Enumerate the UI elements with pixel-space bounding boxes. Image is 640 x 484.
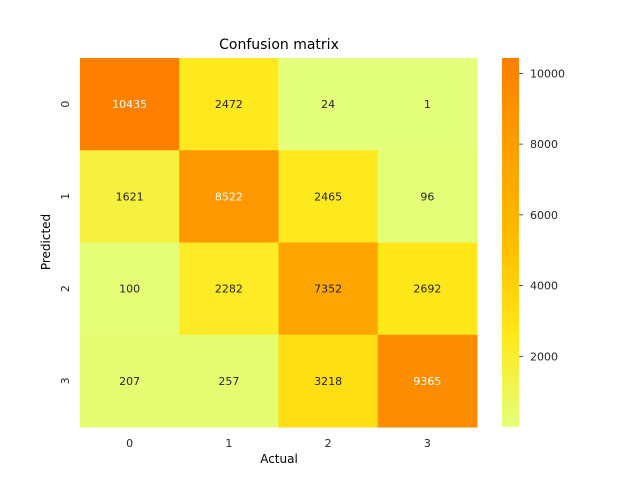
heatmap-cell: [278, 150, 379, 243]
colorbar-tick-label: 4000: [530, 280, 558, 293]
heatmap-cell: [179, 334, 279, 428]
cell-value-label: 10435: [112, 98, 147, 111]
x-tick-label: 2: [325, 437, 332, 450]
colorbar-tick-label: 8000: [530, 138, 558, 151]
heatmap-cell: [80, 58, 180, 151]
cell-value-label: 207: [119, 375, 140, 388]
cell-value-label: 2472: [215, 98, 243, 111]
cell-value-label: 7352: [314, 283, 342, 296]
colorbar-tick-label: 10000: [530, 67, 565, 80]
colorbar: [502, 58, 519, 427]
cell-value-label: 2465: [314, 190, 342, 203]
chart-title: Confusion matrix: [219, 37, 339, 53]
cell-value-label: 96: [420, 190, 434, 203]
heatmap-cell: [80, 242, 180, 336]
cell-value-label: 1621: [116, 190, 144, 203]
x-axis-ticks: 0 1 2 3: [126, 437, 431, 450]
cell-value-label: 8522: [215, 190, 243, 203]
heatmap-cell: [377, 334, 478, 428]
y-axis-ticks: 0 1 2 3: [59, 101, 72, 385]
cell-value-label: 100: [119, 283, 140, 296]
cell-value-label: 257: [218, 375, 239, 388]
x-tick-label: 1: [225, 437, 232, 450]
x-tick-label: 0: [126, 437, 133, 450]
heatmap-cell: [179, 150, 279, 243]
cell-value-label: 2692: [413, 283, 441, 296]
heatmap-cells: 10435 2472 24 1 1621 8522 2465 96 100 2282 7352 269…: [80, 58, 478, 428]
colorbar-tick-label: 6000: [530, 209, 558, 222]
heatmap-cell: [377, 58, 478, 151]
y-tick-label: 1: [59, 193, 72, 200]
colorbar-tick-label: 2000: [530, 350, 558, 363]
x-tick-label: 3: [424, 437, 431, 450]
heatmap-cell: [278, 334, 379, 428]
cell-value-label: 3218: [314, 375, 342, 388]
heatmap-cell: [278, 242, 379, 336]
y-tick-label: 2: [59, 285, 72, 292]
y-tick-label: 3: [59, 377, 72, 384]
colorbar-ticks: 2000 4000 6000 8000 10000: [519, 67, 565, 363]
cell-value-label: 2282: [215, 283, 243, 296]
cell-value-label: 24: [321, 98, 335, 111]
heatmap-cell: [377, 242, 478, 336]
heatmap-cell: [377, 150, 478, 243]
y-tick-label: 0: [59, 101, 72, 108]
heatmap-cell: [179, 242, 279, 336]
heatmap-cell: [179, 58, 279, 151]
cell-value-label: 1: [424, 98, 431, 111]
cell-value-label: 9365: [413, 375, 441, 388]
x-axis-label: Actual: [260, 452, 298, 466]
heatmap-cell: [278, 58, 379, 151]
heatmap-cell: [80, 334, 180, 428]
heatmap-cell: [80, 150, 180, 243]
y-axis-label: Predicted: [39, 214, 53, 270]
